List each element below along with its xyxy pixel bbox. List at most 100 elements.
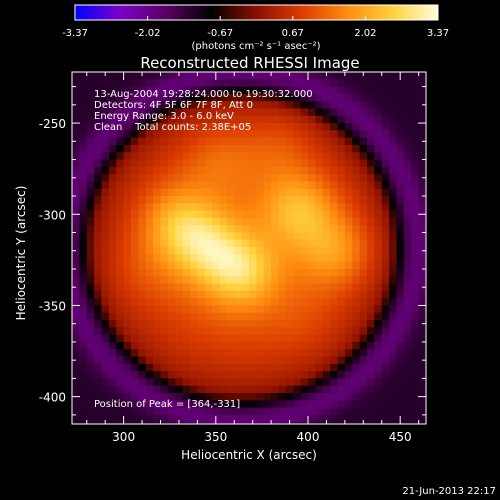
- heatmap-cell: [330, 283, 339, 292]
- heatmap-cell: [204, 174, 213, 183]
- heatmap-cell: [116, 239, 125, 248]
- heatmap-cell: [167, 86, 176, 95]
- heatmap-cell: [381, 152, 390, 161]
- heatmap-cell: [256, 108, 265, 117]
- heatmap-cell: [72, 225, 80, 234]
- heatmap-cell: [204, 225, 213, 234]
- heatmap-cell: [153, 72, 162, 80]
- heatmap-cell: [308, 225, 316, 234]
- heatmap-cell: [293, 101, 302, 110]
- heatmap-cell: [212, 174, 221, 183]
- heatmap-cell: [308, 290, 316, 299]
- heatmap-cell: [190, 210, 198, 219]
- heatmap-cell: [352, 166, 361, 175]
- heatmap-cell: [256, 137, 265, 146]
- heatmap-cell: [367, 86, 375, 95]
- heatmap-cell: [94, 101, 103, 110]
- heatmap-cell: [418, 203, 426, 212]
- heatmap-cell: [226, 356, 235, 365]
- heatmap-cell: [367, 320, 375, 328]
- heatmap-cell: [219, 400, 228, 409]
- heatmap-cell: [123, 392, 132, 401]
- heatmap-cell: [204, 217, 213, 226]
- annotation-peak-position: Position of Peak = [364,-331]: [94, 399, 240, 410]
- heatmap-cell: [337, 166, 346, 175]
- heatmap-cell: [396, 166, 405, 175]
- heatmap-cell: [101, 108, 110, 117]
- heatmap-cell: [190, 166, 198, 175]
- heatmap-cell: [123, 334, 132, 343]
- heatmap-cell: [108, 196, 117, 204]
- heatmap-cell: [182, 371, 191, 380]
- heatmap-cell: [123, 356, 132, 365]
- heatmap-cell: [344, 181, 353, 190]
- heatmap-cell: [160, 276, 169, 285]
- heatmap-cell: [374, 334, 383, 343]
- heatmap-cell: [160, 312, 169, 321]
- heatmap-cell: [212, 93, 221, 102]
- heatmap-cell: [212, 312, 221, 321]
- heatmap-cell: [175, 79, 184, 88]
- heatmap-cell: [396, 378, 405, 387]
- heatmap-cell: [72, 166, 80, 175]
- heatmap-cell: [278, 225, 287, 234]
- heatmap-cell: [403, 254, 412, 263]
- heatmap-cell: [389, 385, 398, 394]
- heatmap-cell: [330, 115, 339, 124]
- heatmap-cell: [204, 320, 213, 328]
- heatmap-cell: [212, 400, 221, 409]
- heatmap-cell: [123, 79, 132, 88]
- heatmap-cell: [411, 72, 420, 80]
- heatmap-cell: [190, 334, 198, 343]
- heatmap-cell: [226, 123, 235, 131]
- heatmap-cell: [219, 392, 228, 401]
- heatmap-cell: [86, 283, 95, 292]
- heatmap-cell: [79, 371, 88, 380]
- heatmap-cell: [352, 196, 361, 204]
- heatmap-cell: [271, 72, 280, 80]
- heatmap-cell: [234, 407, 243, 416]
- heatmap-cell: [219, 414, 228, 423]
- heatmap-cell: [86, 378, 95, 387]
- heatmap-cell: [285, 159, 294, 168]
- heatmap-cell: [138, 79, 147, 88]
- heatmap-cell: [108, 247, 117, 255]
- heatmap-cell: [418, 422, 426, 424]
- heatmap-cell: [131, 414, 139, 423]
- heatmap-cell: [86, 188, 95, 197]
- heatmap-cell: [234, 290, 243, 299]
- heatmap-cell: [190, 86, 198, 95]
- heatmap-cell: [418, 123, 426, 131]
- heatmap-cell: [145, 261, 154, 270]
- heatmap-cell: [271, 312, 280, 321]
- heatmap-cell: [285, 137, 294, 146]
- heatmap-cell: [381, 210, 390, 219]
- heatmap-cell: [300, 130, 309, 139]
- heatmap-cell: [315, 144, 324, 153]
- heatmap-cell: [86, 232, 95, 241]
- heatmap-cell: [153, 327, 162, 336]
- heatmap-cell: [403, 217, 412, 226]
- heatmap-cell: [234, 378, 243, 387]
- heatmap-cell: [190, 378, 198, 387]
- heatmap-cell: [256, 341, 265, 350]
- heatmap-cell: [374, 188, 383, 197]
- heatmap-cell: [108, 305, 117, 314]
- heatmap-cell: [241, 407, 250, 416]
- heatmap-cell: [241, 298, 250, 307]
- heatmap-cell: [160, 174, 169, 183]
- heatmap-cell: [271, 378, 280, 387]
- heatmap-cell: [285, 108, 294, 117]
- heatmap-cell: [359, 152, 368, 161]
- heatmap-cell: [219, 108, 228, 117]
- heatmap-cell: [204, 276, 213, 285]
- heatmap-cell: [167, 196, 176, 204]
- heatmap-cell: [403, 137, 412, 146]
- heatmap-cell: [315, 247, 324, 255]
- heatmap-cell: [241, 239, 250, 248]
- heatmap-cell: [337, 93, 346, 102]
- heatmap-cell: [234, 254, 243, 263]
- heatmap-cell: [212, 123, 221, 131]
- heatmap-cell: [256, 414, 265, 423]
- heatmap-cell: [241, 137, 250, 146]
